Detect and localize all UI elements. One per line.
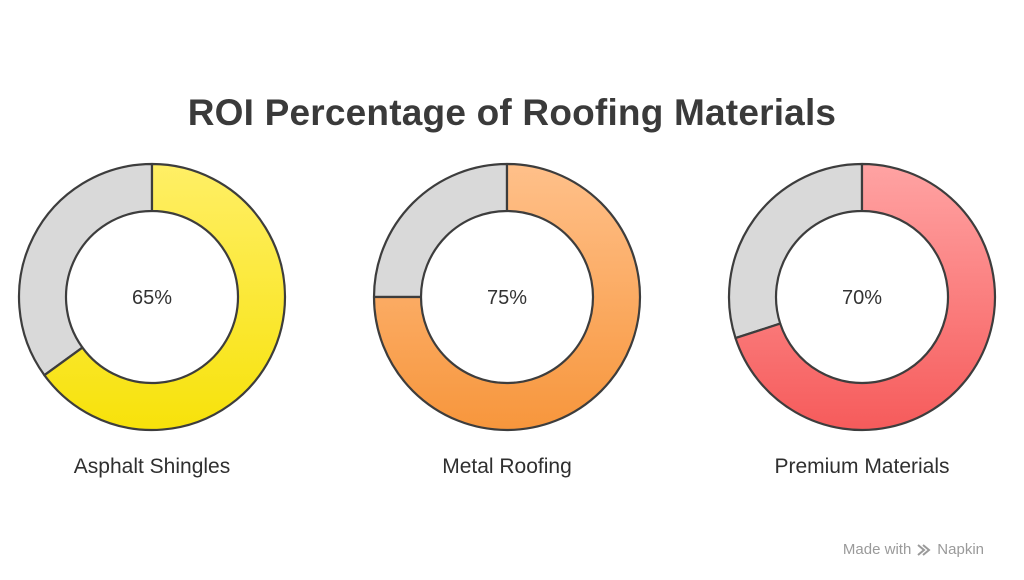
donut-remainder-metal-roofing <box>372 162 509 299</box>
category-label-metal-roofing: Metal Roofing <box>442 455 572 478</box>
made-with-text: Made with <box>842 541 912 558</box>
chart-title: ROI Percentage of Roofing Materials <box>187 92 837 133</box>
donut-metal-roofing: 75% <box>372 162 642 432</box>
donut-value-label-asphalt-shingles: 65% <box>132 287 172 309</box>
donut-value-label-premium-materials: 70% <box>842 287 882 309</box>
donut-remainder-premium-materials <box>727 162 864 340</box>
donut-slice-metal-roofing <box>372 162 642 432</box>
donut-value-label-metal-roofing: 75% <box>487 287 527 309</box>
donut-remainder-asphalt-shingles <box>17 162 154 377</box>
donut-slice-asphalt-shingles <box>43 162 287 432</box>
napkin-brand-text: Napkin <box>937 541 984 558</box>
donut-asphalt-shingles: 65% <box>17 162 287 432</box>
donut-slice-premium-materials <box>734 162 997 432</box>
donut-premium-materials: 70% <box>727 162 997 432</box>
napkin-logo-icon <box>917 543 931 556</box>
category-label-premium-materials: Premium Materials <box>774 455 950 478</box>
napkin-watermark: Made with Napkin <box>843 541 984 558</box>
category-label-asphalt-shingles: Asphalt Shingles <box>73 455 231 478</box>
